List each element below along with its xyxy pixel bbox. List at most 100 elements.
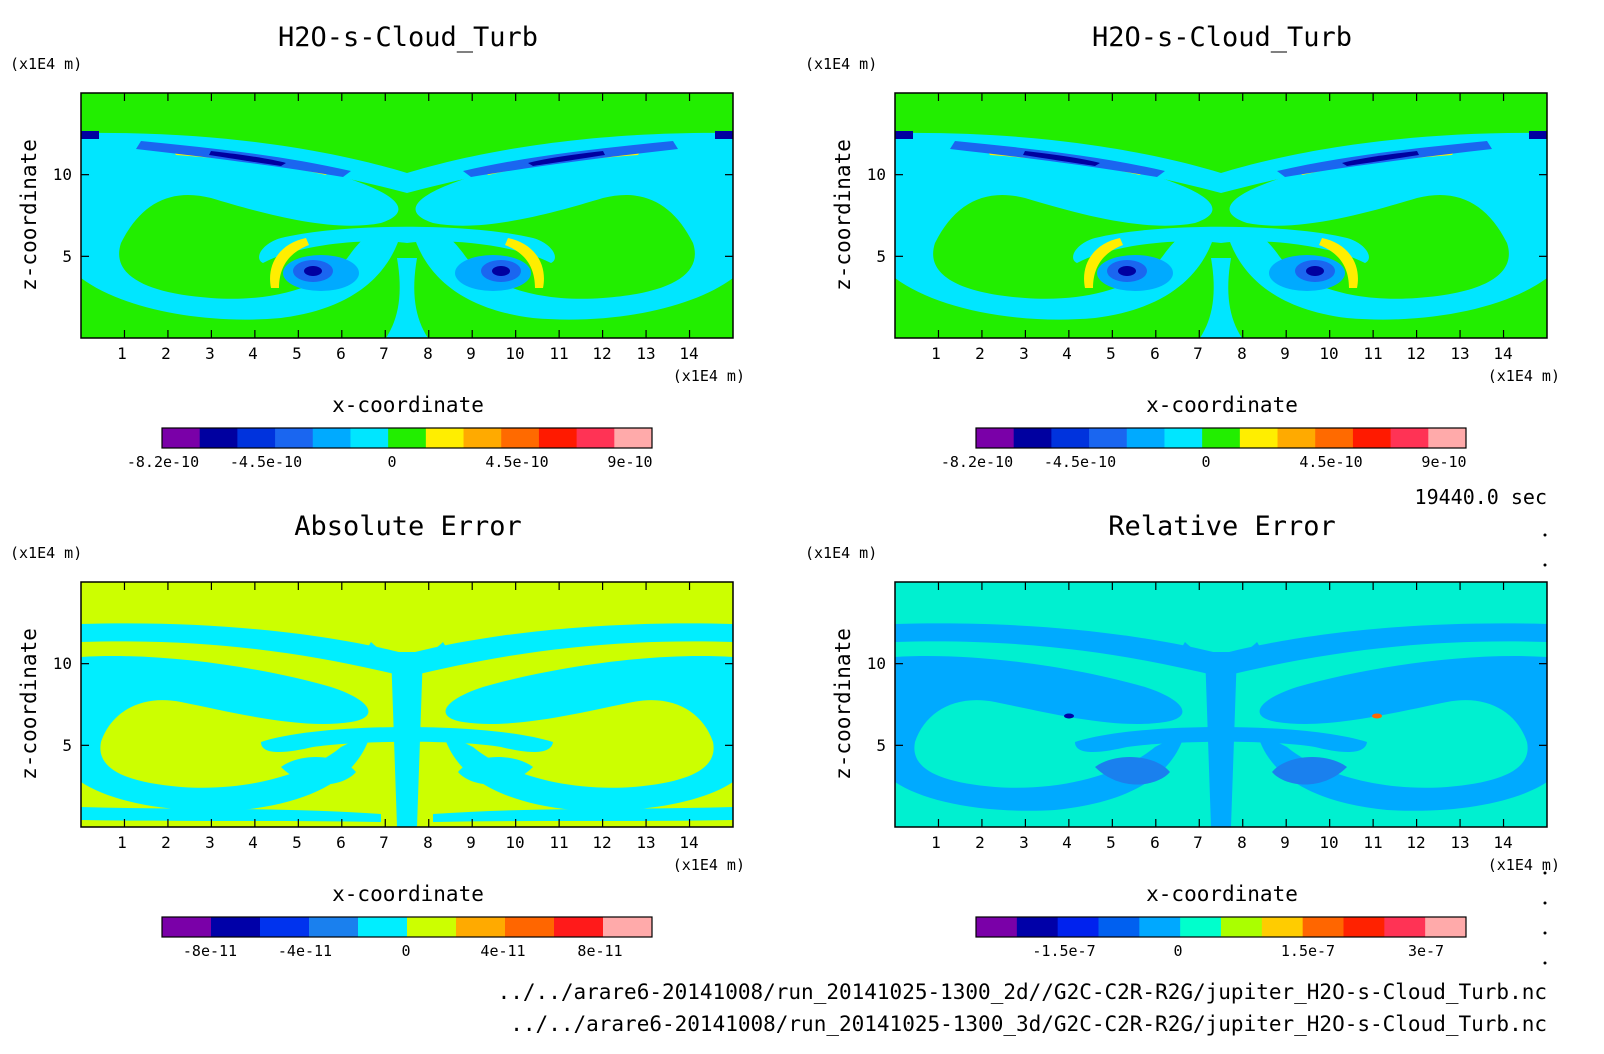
colorbar-tick-label: -4.5e-10: [230, 453, 302, 471]
field-band: [81, 141, 401, 320]
x-tick-label: 12: [1406, 344, 1425, 363]
x-tick-label: 9: [1280, 344, 1290, 363]
colorbar-swatch: [1221, 917, 1263, 937]
axis-ticks: [895, 93, 1547, 338]
x-unit-label: (x1E4 m): [673, 856, 745, 874]
colorbar-swatch: [407, 917, 457, 937]
colorbar-swatch: [1315, 428, 1354, 448]
colorbar-tick-label: 8e-11: [577, 942, 622, 960]
x-tick-label: 6: [336, 833, 346, 852]
colorbar-swatch: [1428, 428, 1467, 448]
panel-title: H2O-s-Cloud_Turb: [1092, 22, 1352, 53]
colorbar-swatch: [576, 428, 615, 448]
colorbar-swatch: [463, 428, 502, 448]
field-vortex: [304, 266, 322, 276]
axis-ticks: [81, 582, 733, 827]
y-axis-label: z-coordinate: [831, 628, 855, 780]
x-tick-label: 5: [1106, 344, 1116, 363]
field-band: [270, 238, 309, 288]
x-tick-label: 12: [592, 833, 611, 852]
x-tick-label: 12: [592, 344, 611, 363]
x-tick-label: 12: [1406, 833, 1425, 852]
colorbar-tick-label: -4e-11: [278, 942, 332, 960]
field-band: [1200, 258, 1242, 338]
colorbar-swatch: [260, 917, 310, 937]
colorbar-swatch: [554, 917, 604, 937]
field-band: [281, 756, 356, 785]
panel-bottom-left: Absolute Error (x1E4 m) 1 2 3 4: [10, 511, 745, 960]
x-tick-label: 3: [205, 344, 215, 363]
field-band: [1095, 756, 1170, 785]
field-band: [391, 652, 423, 827]
field-band: [1073, 226, 1369, 263]
x-tick-label: 3: [205, 833, 215, 852]
colorbar-tick-label: 4e-11: [480, 942, 525, 960]
colorbar-swatch: [614, 428, 653, 448]
x-tick-label: 13: [636, 344, 655, 363]
y-axis-label: z-coordinate: [17, 139, 41, 291]
panel-top-left: H2O-s-Cloud_Turb (x1E4 m): [10, 22, 745, 471]
x-tick-label: 11: [549, 833, 568, 852]
colorbar: [161, 427, 653, 449]
x-tick-label: 7: [1193, 833, 1203, 852]
colorbar-frame: [161, 916, 653, 938]
field-band: [413, 141, 733, 320]
colorbar-swatch: [350, 428, 389, 448]
x-tick-label: 4: [248, 344, 258, 363]
y-unit-label: (x1E4 m): [805, 55, 877, 73]
margin-dots: [1543, 533, 1547, 965]
colorbar-tick-label: 0: [1201, 453, 1210, 471]
colorbar-swatch: [1277, 428, 1316, 448]
x-tick-label: 2: [161, 344, 171, 363]
plot-frame: [80, 581, 734, 828]
colorbar-tick-label: -1.5e-7: [1032, 942, 1095, 960]
field-band: [81, 623, 733, 677]
colorbar-tick-label: 0: [401, 942, 410, 960]
field-band: [1205, 652, 1237, 827]
colorbar-swatch: [505, 917, 555, 937]
colorbar-tick-label: 3e-7: [1408, 942, 1444, 960]
x-tick-label: 14: [679, 833, 698, 852]
x-tick-label: 4: [1062, 833, 1072, 852]
colorbar-swatch: [1384, 917, 1426, 937]
y-tick-label: 10: [53, 654, 72, 673]
x-tick-label: 6: [1150, 344, 1160, 363]
field-band: [715, 131, 733, 139]
x-axis-label: x-coordinate: [1146, 882, 1298, 906]
colorbar-swatch: [1343, 917, 1385, 937]
field-band: [1023, 151, 1100, 166]
colorbar-swatch: [1425, 917, 1467, 937]
colorbar-swatch: [1057, 917, 1099, 937]
field-band: [528, 151, 605, 166]
colorbar-swatch: [1013, 428, 1052, 448]
colorbar-tick-label: 0: [1173, 942, 1182, 960]
x-tick-label: 10: [1319, 344, 1338, 363]
field-band: [895, 141, 1215, 320]
colorbar-swatch: [538, 428, 578, 448]
field-band: [1529, 131, 1547, 139]
colorbar-swatch: [976, 917, 1018, 937]
colorbar-swatch: [501, 428, 540, 448]
colorbar-frame: [975, 916, 1467, 938]
colorbar-tick-label: 4.5e-10: [1299, 453, 1362, 471]
colorbar-swatch: [1202, 428, 1241, 448]
colorbar-swatch: [199, 428, 238, 448]
colorbar-swatch: [976, 428, 1015, 448]
x-tick-label: 1: [931, 344, 941, 363]
field-band: [1342, 151, 1419, 166]
x-tick-label: 5: [292, 344, 302, 363]
field-spot: [1372, 713, 1382, 719]
field-band: [81, 131, 99, 139]
x-unit-label: (x1E4 m): [1488, 856, 1560, 874]
x-tick-label: 3: [1019, 833, 1029, 852]
x-tick-label: 14: [1493, 344, 1512, 363]
plot-frame: [80, 92, 734, 339]
axis-ticks: [81, 93, 733, 338]
colorbar-swatch: [603, 917, 653, 937]
x-tick-label: 4: [248, 833, 258, 852]
plot-frame: [894, 581, 1548, 828]
x-tick-label: 7: [379, 833, 389, 852]
x-axis-label: x-coordinate: [1146, 393, 1298, 417]
field-vortex: [1306, 266, 1324, 276]
x-axis-label: x-coordinate: [332, 882, 484, 906]
